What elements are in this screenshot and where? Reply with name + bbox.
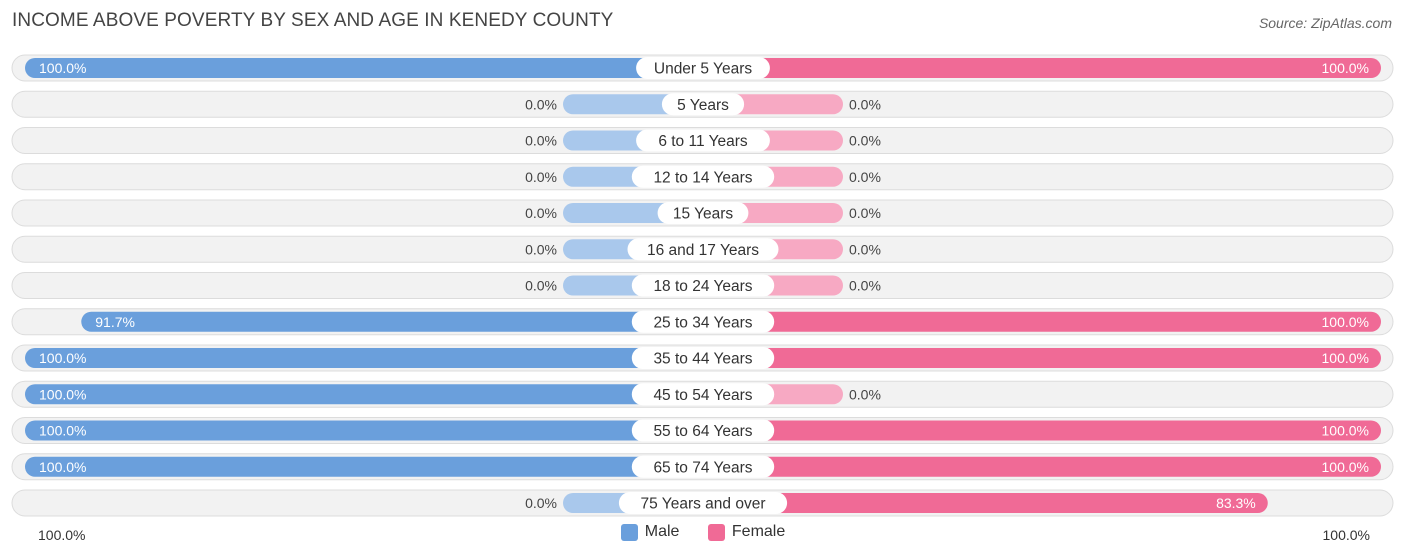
female-value-label: 0.0% [849, 205, 881, 221]
female-bar [703, 58, 1381, 78]
legend-label-male: Male [644, 523, 680, 540]
male-bar [25, 420, 703, 441]
category-label: 16 and 17 Years [647, 242, 759, 259]
male-bar [25, 348, 703, 368]
female-bar [703, 311, 1381, 332]
chart-title: INCOME ABOVE POVERTY BY SEX AND AGE IN K… [12, 10, 614, 31]
female-value-label: 100.0% [1322, 314, 1369, 330]
male-value-label: 0.0% [525, 241, 557, 257]
source-label: Source: ZipAtlas.com [1258, 15, 1392, 31]
male-value-label: 0.0% [525, 133, 557, 149]
male-bar [81, 311, 704, 332]
female-value-label: 83.3% [1216, 495, 1256, 511]
male-bar [25, 58, 703, 78]
male-value-label: 100.0% [39, 60, 86, 76]
legend-item-female: Female [707, 523, 786, 541]
category-label: 55 to 64 Years [653, 423, 752, 440]
category-label-pill [631, 383, 775, 406]
male-value-label: 100.0% [39, 423, 86, 439]
male-value-label: 0.0% [525, 205, 557, 221]
legend: Male Female [0, 523, 1406, 546]
category-label-pill [631, 347, 775, 369]
female-value-label: 0.0% [849, 241, 881, 257]
category-label: 75 Years and over [641, 496, 766, 513]
female-value-label: 0.0% [849, 96, 881, 112]
category-label-pill [631, 310, 775, 333]
category-label-pill [631, 419, 775, 442]
legend-swatch-male [620, 523, 638, 541]
male-value-label: 0.0% [525, 96, 557, 112]
axis-left-label: 100.0% [38, 527, 86, 543]
female-value-label: 100.0% [1322, 60, 1369, 76]
category-label-pill [631, 165, 775, 188]
female-bar [703, 456, 1381, 477]
female-bar [703, 420, 1381, 441]
male-value-label: 91.7% [95, 314, 135, 330]
legend-swatch-female [707, 523, 725, 541]
female-value-label: 100.0% [1322, 350, 1369, 366]
male-value-label: 0.0% [525, 278, 557, 294]
female-bar [703, 493, 1268, 513]
category-label: 45 to 54 Years [653, 387, 752, 404]
category-label-pill [661, 93, 745, 116]
female-value-label: 0.0% [849, 169, 881, 185]
category-label-pill [631, 274, 775, 297]
category-label: 12 to 14 Years [653, 169, 752, 186]
male-value-label: 0.0% [525, 495, 557, 511]
category-label: 5 Years [677, 97, 729, 114]
legend-label-female: Female [731, 523, 786, 540]
male-value-label: 100.0% [39, 459, 86, 475]
female-value-label: 0.0% [849, 133, 881, 149]
female-value-label: 0.0% [849, 386, 881, 402]
axis-right-label: 100.0% [1322, 527, 1370, 543]
male-value-label: 100.0% [39, 386, 86, 402]
category-label-pill [657, 202, 749, 224]
category-label: 6 to 11 Years [658, 133, 748, 150]
category-label-pill [631, 455, 775, 478]
male-bar [25, 456, 703, 477]
legend-item-male: Male [620, 523, 680, 541]
category-label: 35 to 44 Years [653, 351, 752, 368]
category-label: 65 to 74 Years [653, 459, 752, 476]
female-value-label: 0.0% [849, 278, 881, 294]
category-label-pill [627, 238, 779, 261]
male-value-label: 0.0% [525, 169, 557, 185]
female-value-label: 100.0% [1322, 459, 1369, 475]
male-value-label: 100.0% [39, 350, 86, 366]
category-label-pill [636, 129, 770, 152]
category-label: 25 to 34 Years [653, 314, 752, 331]
category-label: 15 Years [673, 206, 734, 223]
female-bar [703, 348, 1381, 368]
category-label-pill [636, 57, 770, 79]
female-value-label: 100.0% [1322, 423, 1369, 439]
category-label: 18 to 24 Years [653, 278, 752, 295]
category-label: Under 5 Years [654, 61, 752, 78]
category-label-pill [618, 492, 788, 514]
male-bar [25, 384, 703, 405]
